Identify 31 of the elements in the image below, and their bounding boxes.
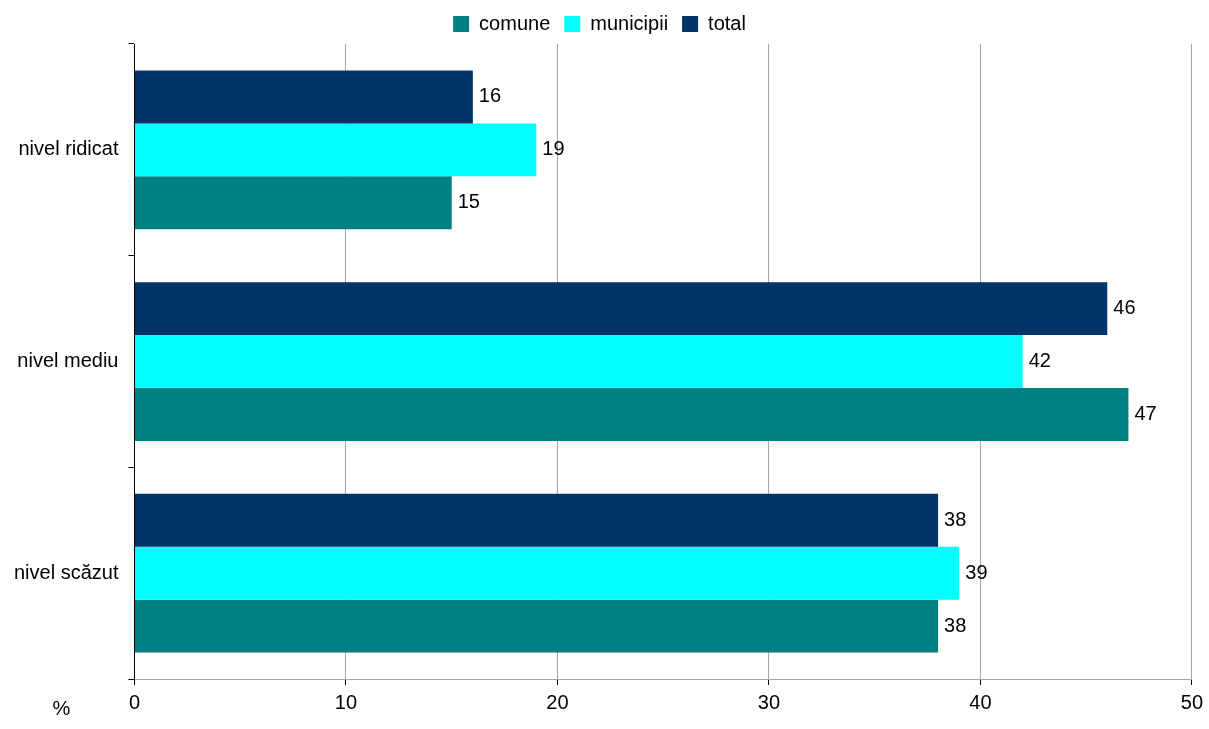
data-label: 39 [965, 560, 988, 583]
y-tick-label: nivel scăzut [13, 560, 119, 583]
data-label: 42 [1028, 349, 1051, 372]
data-label: 16 [478, 84, 502, 107]
bar [134, 123, 537, 177]
data-label: 38 [944, 613, 967, 636]
x-tick-label: 40 [969, 690, 992, 713]
bar [134, 335, 1023, 388]
y-tick-label: nivel ridicat [18, 137, 119, 160]
legend-label: total [708, 11, 746, 34]
legend-label: comune [479, 11, 551, 34]
x-tick-label: 10 [334, 690, 358, 713]
x-tick-label: 20 [546, 690, 569, 713]
bar [134, 546, 960, 600]
bar [134, 282, 1108, 336]
data-label: 47 [1134, 401, 1157, 424]
data-label: 15 [457, 190, 480, 213]
bar [134, 387, 1129, 441]
data-label: 46 [1113, 296, 1136, 319]
x-tick-label: 30 [757, 690, 781, 713]
legend-label: municipii [590, 11, 669, 34]
bar [134, 599, 939, 653]
x-tick-label: 50 [1180, 690, 1203, 713]
data-label: 38 [944, 507, 967, 530]
bar [134, 493, 939, 547]
y-tick-label: nivel mediu [17, 349, 119, 372]
x-tick-label: 0 [128, 690, 141, 713]
bar [134, 70, 473, 124]
x-axis-title: % [52, 696, 71, 719]
data-label: 19 [542, 137, 565, 160]
bar [134, 176, 452, 230]
